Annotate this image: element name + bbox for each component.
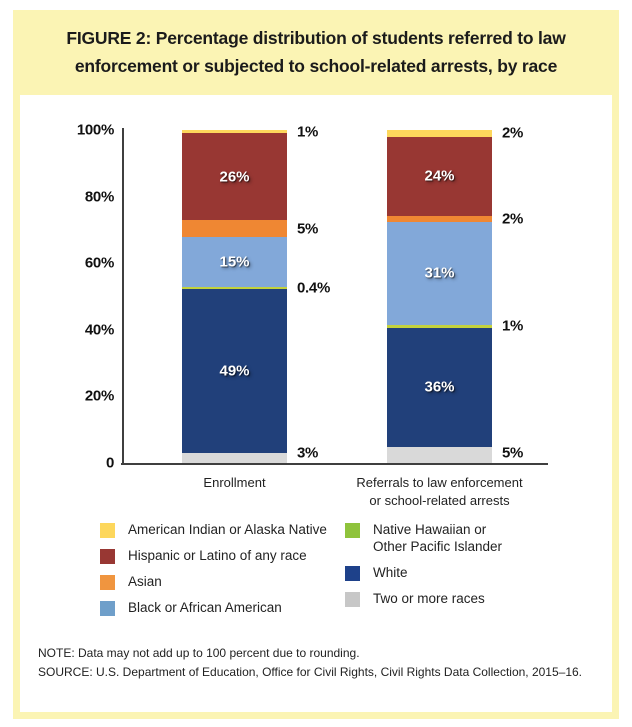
bar-segment [387, 130, 492, 137]
legend-item: White [345, 565, 565, 582]
figure-title-band: FIGURE 2: Percentage distribution of stu… [13, 10, 619, 95]
legend-label: Hispanic or Latino of any race [128, 547, 307, 563]
x-axis-line [121, 463, 548, 465]
segment-value-label: 5% [502, 444, 524, 462]
segment-value-label: 24% [424, 167, 455, 185]
bar-segment: 26% [182, 133, 287, 221]
segment-value-label: 26% [219, 168, 250, 186]
legend-swatch [345, 523, 360, 538]
bar-segment [387, 446, 492, 463]
legend-label: American Indian or Alaska Native [128, 522, 327, 537]
note-text: NOTE: Data may not add up to 100 percent… [38, 646, 360, 660]
y-tick-label: 0 [105, 454, 114, 472]
y-axis-line [122, 128, 124, 465]
legend-item: Hispanic or Latino of any race [100, 548, 350, 565]
bar-segment [182, 287, 287, 289]
legend-item: Native Hawaiian or Other Pacific Islande… [345, 522, 565, 556]
segment-value-label: 2% [502, 210, 524, 228]
y-tick-label: 100% [76, 121, 114, 139]
bar-segment: 36% [387, 327, 492, 447]
segment-value-label: 15% [219, 253, 250, 271]
segment-value-label: 49% [219, 362, 250, 380]
legend-label: Asian [128, 573, 162, 589]
legend-item: American Indian or Alaska Native [100, 522, 350, 539]
bar-segment: 31% [387, 222, 492, 325]
segment-value-label: 31% [424, 264, 455, 282]
category-label: Enrollment [203, 475, 266, 490]
segment-value-label: 0.4% [297, 279, 330, 297]
legend-swatch [100, 600, 115, 616]
segment-value-label: 1% [502, 317, 524, 335]
bar-segment [387, 324, 492, 328]
legend-swatch [100, 574, 115, 590]
legend-swatch [100, 548, 115, 564]
legend-swatch [345, 591, 360, 607]
legend-label: White [373, 564, 408, 580]
y-tick-label: 80% [84, 188, 114, 206]
figure-footer: NOTE: Data may not add up to 100 percent… [38, 644, 582, 682]
stacked-bar: 49% 15% 26% [182, 130, 287, 463]
segment-value-label: 3% [297, 444, 319, 462]
legend-column-left: American Indian or Alaska Native Hispanic… [100, 522, 350, 617]
bar-segment: 15% [182, 237, 287, 288]
segment-value-label: 5% [297, 220, 319, 238]
segment-value-label: 1% [297, 123, 319, 141]
legend-item: Asian [100, 574, 350, 591]
figure-body [20, 95, 612, 712]
legend-label: Black or African American [128, 599, 282, 615]
figure-title: FIGURE 2: Percentage distribution of stu… [66, 28, 566, 76]
bar-segment: 49% [182, 288, 287, 453]
y-tick-label: 40% [84, 321, 114, 339]
legend-label: Native Hawaiian or Other Pacific Islande… [373, 522, 503, 554]
bar-segment [182, 452, 287, 463]
stacked-bar: 36% 31% 24% [387, 130, 492, 463]
bar-segment: 24% [387, 136, 492, 216]
category-label: Referrals to law enforcement or school-r… [356, 475, 523, 508]
legend-label: Two or more races [373, 590, 485, 606]
segment-value-label: 36% [424, 378, 455, 396]
y-tick-label: 20% [84, 387, 114, 405]
y-tick-label: 60% [84, 254, 114, 272]
legend-item: Two or more races [345, 591, 565, 608]
bar-segment [387, 215, 492, 223]
source-text: SOURCE: U.S. Department of Education, Of… [38, 665, 583, 680]
legend-swatch [345, 565, 360, 581]
segment-value-label: 2% [502, 124, 524, 142]
legend-swatch [100, 523, 115, 538]
bar-segment [182, 130, 287, 134]
legend-column-right: Native Hawaiian or Other Pacific Islande… [345, 522, 565, 608]
bar-segment [182, 220, 287, 238]
legend-item: Black or African American [100, 600, 350, 617]
